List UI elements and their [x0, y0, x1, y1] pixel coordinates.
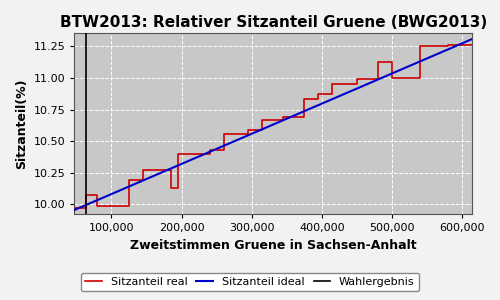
Sitzanteil real: [175, 152, 181, 156]
Sitzanteil real: [445, 45, 451, 48]
Sitzanteil real: [417, 76, 423, 80]
Sitzanteil real: [72, 206, 78, 210]
Sitzanteil real: [417, 45, 423, 48]
Legend: Sitzanteil real, Sitzanteil ideal, Wahlergebnis: Sitzanteil real, Sitzanteil ideal, Wahle…: [81, 273, 419, 291]
Line: Sitzanteil real: Sitzanteil real: [74, 45, 472, 208]
Sitzanteil real: [316, 93, 322, 96]
Sitzanteil real: [245, 132, 251, 135]
Y-axis label: Sitzanteil(%): Sitzanteil(%): [15, 78, 28, 169]
Sitzanteil real: [175, 186, 181, 190]
Sitzanteil real: [280, 118, 286, 122]
Sitzanteil real: [470, 44, 476, 47]
Sitzanteil real: [330, 82, 336, 86]
Sitzanteil real: [245, 128, 251, 132]
Sitzanteil real: [220, 148, 226, 152]
Sitzanteil real: [389, 76, 395, 80]
Sitzanteil real: [302, 98, 308, 101]
Sitzanteil real: [330, 93, 336, 96]
Sitzanteil real: [259, 128, 265, 132]
Sitzanteil real: [206, 148, 212, 152]
Sitzanteil real: [168, 168, 174, 172]
Sitzanteil real: [375, 60, 381, 63]
Sitzanteil real: [82, 206, 88, 210]
Sitzanteil real: [126, 178, 132, 182]
Sitzanteil real: [206, 152, 212, 156]
Sitzanteil real: [82, 194, 88, 197]
Sitzanteil real: [168, 186, 174, 190]
Sitzanteil real: [220, 132, 226, 135]
Sitzanteil real: [445, 44, 451, 47]
Sitzanteil real: [389, 60, 395, 63]
Title: BTW2013: Relativer Sitzanteil Gruene (BWG2013): BTW2013: Relativer Sitzanteil Gruene (BW…: [60, 15, 487, 30]
Sitzanteil real: [140, 178, 146, 182]
Sitzanteil real: [140, 168, 146, 172]
Sitzanteil real: [280, 116, 286, 119]
Sitzanteil real: [375, 77, 381, 81]
X-axis label: Zweitstimmen Gruene in Sachsen-Anhalt: Zweitstimmen Gruene in Sachsen-Anhalt: [130, 239, 416, 252]
Sitzanteil real: [94, 194, 100, 197]
Sitzanteil real: [259, 118, 265, 122]
Sitzanteil real: [94, 204, 100, 207]
Sitzanteil real: [302, 116, 308, 119]
Sitzanteil real: [354, 77, 360, 81]
Sitzanteil real: [354, 82, 360, 86]
Sitzanteil real: [316, 98, 322, 101]
Sitzanteil real: [126, 204, 132, 207]
